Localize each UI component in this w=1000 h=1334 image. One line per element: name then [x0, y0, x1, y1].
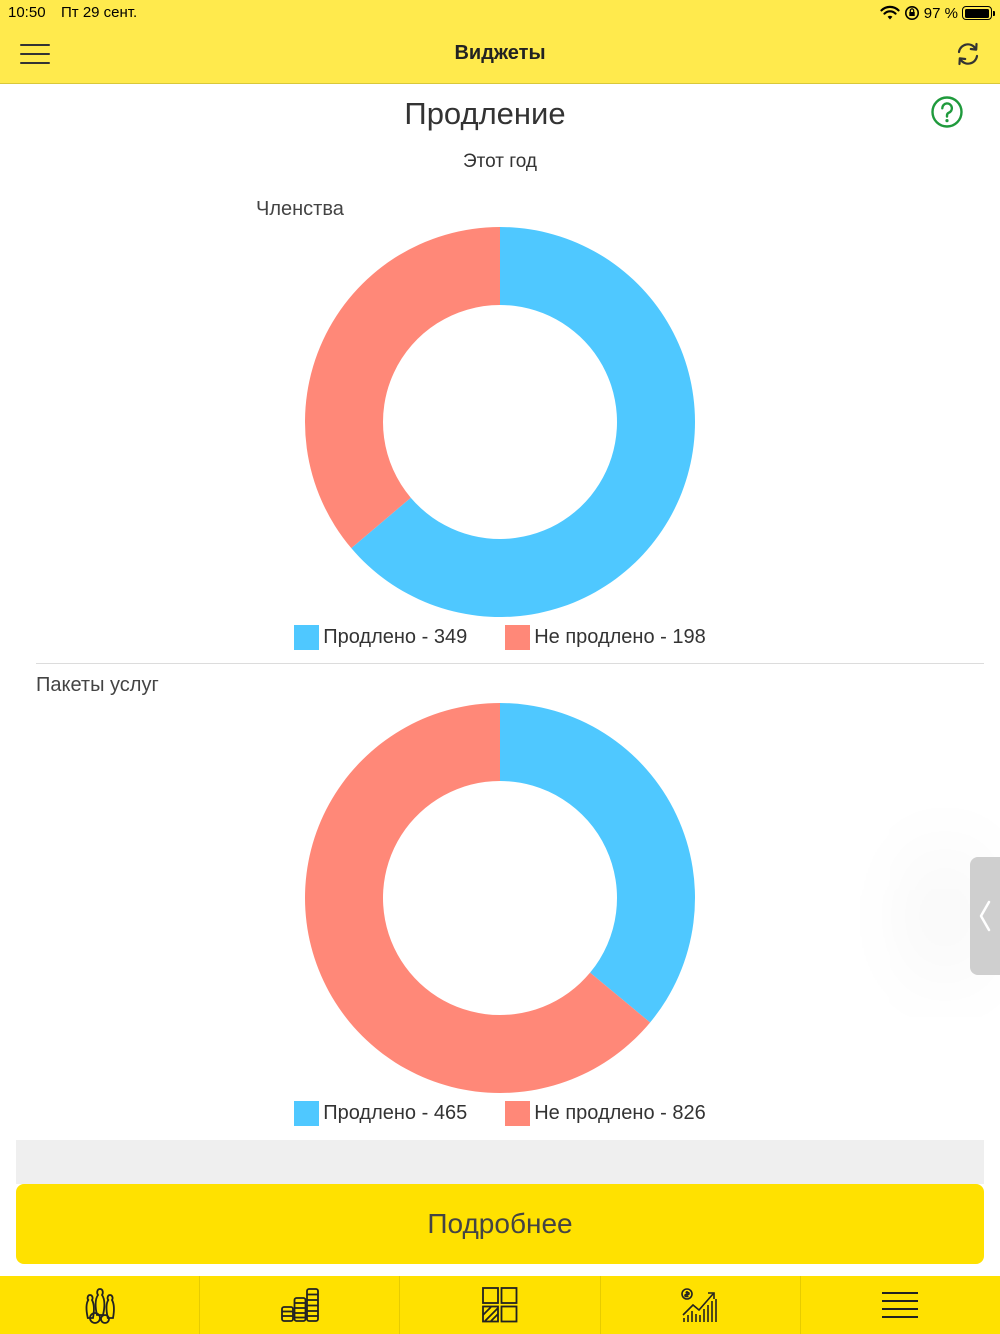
- legend-swatch-renewed: [294, 625, 320, 650]
- service-packages-donut-chart: [304, 703, 695, 1093]
- nav-title: Виджеты: [454, 42, 546, 64]
- memberships-donut-chart: [304, 227, 695, 617]
- legend-label: Продлено - 349: [323, 626, 468, 648]
- legend-item-renewed: Продлено - 465: [294, 1101, 467, 1126]
- donut-slice-not-renewed: [304, 703, 651, 1093]
- battery-level: [964, 8, 989, 18]
- hamburger-icon-line: [20, 53, 50, 55]
- details-button[interactable]: Подробнее: [16, 1184, 984, 1264]
- chart-title-memberships: Членства: [256, 198, 344, 220]
- service-packages-legend: Продлено - 465 Не продлено - 826: [0, 1101, 1000, 1126]
- donut-slice-not-renewed: [304, 227, 500, 549]
- hamburger-icon-line: [20, 44, 50, 46]
- bowling-pins-icon: [85, 1288, 115, 1324]
- status-time: 10:50: [8, 4, 46, 21]
- legend-label: Продлено - 465: [323, 1102, 468, 1124]
- status-indicators: 97 %: [880, 3, 995, 23]
- menu-lines-icon: [882, 1292, 919, 1318]
- side-drawer-handle[interactable]: [970, 857, 1000, 975]
- page-title: Продление: [404, 96, 566, 131]
- tab-bar: [0, 1276, 1000, 1334]
- renewal-card: [16, 188, 984, 1140]
- donut-slice-renewed: [351, 227, 695, 617]
- battery-percent: 97 %: [923, 4, 958, 22]
- coins-stack-icon: [280, 1288, 319, 1322]
- legend-item-not-renewed: Не продлено - 198: [505, 625, 706, 650]
- refresh-icon[interactable]: [954, 40, 982, 68]
- legend-swatch-not-renewed: [505, 1101, 531, 1126]
- legend-label: Не продлено - 198: [534, 626, 706, 648]
- status-date: Пт 29 сент.: [61, 4, 138, 21]
- orientation-lock-icon: [904, 6, 919, 20]
- hamburger-icon-line: [20, 62, 50, 64]
- growth-chart-icon: [681, 1288, 718, 1322]
- period-label: Этот год: [462, 151, 538, 172]
- legend-swatch-renewed: [294, 1101, 320, 1126]
- tab-analytics[interactable]: [601, 1276, 801, 1334]
- donut-slice-renewed: [500, 703, 695, 1023]
- chart-title-service-packages: Пакеты услуг: [36, 674, 159, 696]
- chart-divider: [36, 663, 984, 664]
- memberships-legend: Продлено - 349 Не продлено - 198: [0, 625, 1000, 650]
- card-bottom-area: [16, 1140, 984, 1184]
- legend-label: Не продлено - 826: [534, 1102, 706, 1124]
- legend-item-renewed: Продлено - 349: [294, 625, 467, 650]
- tab-more[interactable]: [801, 1276, 1000, 1334]
- battery-icon: [962, 6, 995, 20]
- tab-finance[interactable]: [200, 1276, 401, 1334]
- widgets-grid-icon: [482, 1287, 518, 1323]
- chevron-left-icon: [979, 900, 991, 932]
- legend-item-not-renewed: Не продлено - 826: [505, 1101, 706, 1126]
- legend-swatch-not-renewed: [505, 625, 531, 650]
- tab-bowling[interactable]: [0, 1276, 201, 1334]
- wifi-icon: [880, 5, 900, 20]
- top-bar: 10:50 Пт 29 сент. 97 % Виджеты: [0, 0, 1000, 84]
- tab-widgets[interactable]: [400, 1276, 601, 1334]
- help-circle-icon[interactable]: [930, 95, 964, 129]
- menu-button[interactable]: [20, 40, 50, 68]
